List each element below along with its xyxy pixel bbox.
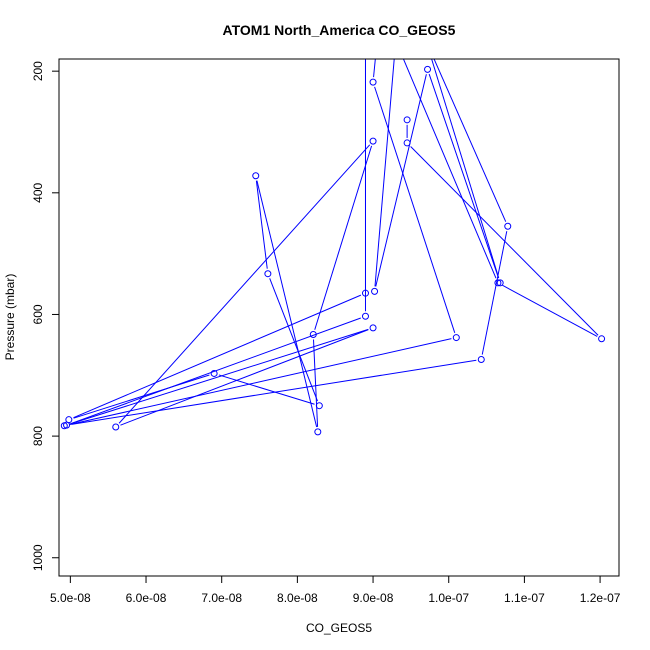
data-point: [112, 423, 120, 431]
series-segment: [314, 145, 373, 330]
series-segment: [218, 374, 315, 405]
y-tick-label: 800: [31, 426, 45, 446]
data-point: [264, 270, 272, 278]
y-axis: 200 400 600 800 1000: [31, 61, 60, 571]
data-point: [369, 324, 377, 332]
data-point: [309, 331, 317, 339]
series-segment: [73, 374, 210, 419]
series-segment: [68, 328, 369, 425]
data-point: [504, 222, 512, 230]
data-point: [496, 279, 504, 287]
y-tick-label: 400: [31, 182, 45, 202]
data-point: [314, 428, 322, 436]
series-segment: [373, 59, 376, 78]
series-segment: [69, 338, 452, 426]
data-point: [369, 78, 377, 86]
y-tick-label: 1000: [31, 544, 45, 571]
series-segment: [118, 144, 371, 424]
data-point: [598, 335, 606, 343]
x-tick-label: 8.0e-08: [277, 591, 318, 605]
x-axis-label: CO_GEOS5: [306, 621, 372, 635]
y-tick-label: 600: [31, 304, 45, 324]
data-point: [403, 116, 411, 124]
x-tick-label: 6.0e-08: [126, 591, 167, 605]
data-point: [403, 139, 411, 147]
chart-title: ATOM1 North_America CO_GEOS5: [223, 22, 456, 38]
x-tick-label: 9.0e-08: [353, 591, 394, 605]
series-layer: [68, 59, 599, 428]
data-point: [424, 65, 432, 73]
series-segment: [433, 59, 507, 222]
x-tick-label: 5.0e-08: [50, 591, 91, 605]
series-segment: [428, 73, 500, 279]
x-tick-label: 1.1e-07: [504, 591, 545, 605]
data-point: [252, 172, 260, 180]
points-layer: [60, 65, 606, 436]
data-point: [369, 137, 377, 145]
series-segment: [313, 339, 319, 427]
series-segment: [402, 59, 497, 279]
x-tick-label: 7.0e-08: [201, 591, 242, 605]
y-axis-label: Pressure (mbar): [3, 274, 17, 361]
series-segment: [374, 59, 395, 287]
data-point: [477, 355, 485, 363]
series-segment: [502, 284, 598, 337]
x-tick-label: 1.0e-07: [428, 591, 469, 605]
data-point: [361, 289, 369, 297]
data-point: [63, 421, 71, 429]
series-segment: [255, 180, 268, 269]
x-tick-label: 1.2e-07: [580, 591, 621, 605]
series-segment: [269, 278, 318, 402]
y-tick-label: 200: [31, 61, 45, 81]
series-segment: [256, 180, 318, 428]
data-point: [361, 312, 369, 320]
data-point: [494, 279, 502, 287]
series-segment: [71, 359, 477, 425]
data-point: [210, 369, 218, 377]
data-point: [452, 334, 460, 342]
series-segment: [410, 146, 599, 336]
data-point: [315, 402, 323, 410]
x-axis: 5.0e-08 6.0e-08 7.0e-08 8.0e-08 9.0e-08 1.0e-…: [50, 575, 621, 605]
series-segment: [375, 74, 427, 287]
series-segment: [431, 59, 500, 279]
series-segment: [481, 231, 508, 355]
series-segment: [73, 294, 362, 419]
data-point: [371, 287, 379, 295]
series-segment: [120, 329, 369, 426]
